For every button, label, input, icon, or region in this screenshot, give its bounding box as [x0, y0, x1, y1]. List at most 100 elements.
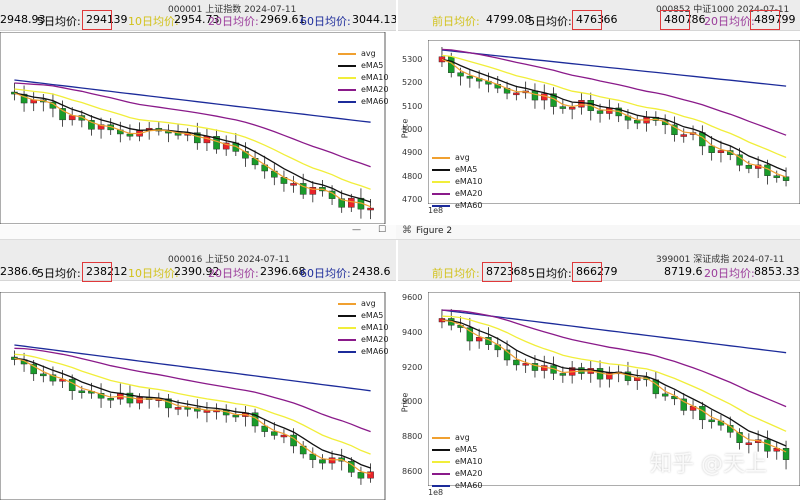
legend: avg eMA5 eMA10 eMA20 eMA60: [338, 298, 388, 358]
legend-label: avg: [455, 153, 470, 162]
candle: [596, 110, 604, 114]
index-code-title: 000016 上证50 2024-07-11: [168, 255, 290, 265]
legend-label: avg: [361, 49, 376, 58]
chart-window-top-right: 000852 中证1000 2024-07-11 前日均价: 4799.08 5…: [398, 0, 800, 224]
legend-entry: eMA20: [432, 188, 482, 200]
ma60-value: 3044.13: [352, 13, 396, 26]
legend-label: eMA20: [455, 189, 483, 198]
legend-label: avg: [455, 433, 470, 442]
legend-label: eMA10: [455, 457, 483, 466]
legend-swatch: [338, 89, 356, 91]
ema10-line: [441, 315, 787, 432]
legend-entry: avg: [432, 432, 482, 444]
candle: [773, 175, 780, 178]
legend-entry: eMA10: [432, 176, 482, 188]
candle: [466, 75, 474, 79]
info-header: 000001 上证指数 2024-07-11 2948.93 5日均价: 294…: [0, 0, 396, 31]
candle: [68, 379, 76, 391]
ma60-value: 2438.6: [352, 265, 391, 278]
ema5-line: [441, 319, 787, 447]
candle: [271, 431, 278, 436]
legend-swatch: [432, 473, 450, 475]
legend-swatch: [338, 77, 356, 79]
candle: [634, 120, 641, 124]
legend-swatch: [338, 351, 356, 353]
y-tick-label: 5200: [402, 78, 423, 88]
candle: [717, 150, 725, 153]
candle: [126, 133, 134, 137]
legend-swatch: [338, 327, 356, 329]
legend-swatch: [338, 53, 356, 55]
legend-label: eMA5: [361, 61, 384, 70]
ema60-line: [441, 309, 787, 354]
candle: [745, 442, 753, 445]
legend-label: eMA20: [455, 469, 483, 478]
ma10-value-boxed: 4807: [664, 13, 692, 26]
candle: [309, 453, 317, 460]
scale-label: 1e8: [428, 206, 444, 215]
legend-label: eMA20: [361, 335, 389, 344]
legend-entry: eMA60: [432, 480, 482, 492]
ma5-value-rest: .39: [110, 13, 128, 26]
candlestick-plot: [0, 32, 386, 224]
y-tick-label: 9400: [402, 327, 423, 337]
legend-swatch: [432, 193, 450, 195]
candle: [232, 414, 240, 418]
candle: [261, 425, 268, 432]
candle: [299, 183, 307, 195]
y-tick-label: 9200: [402, 362, 423, 372]
candle: [78, 390, 86, 393]
legend-swatch: [432, 157, 450, 159]
y-tick-label: 5100: [402, 101, 423, 111]
ma5-value-boxed: 4763: [576, 13, 604, 26]
minimize-button[interactable]: —: [352, 225, 361, 235]
legend-entry: eMA5: [338, 310, 388, 322]
candle: [328, 457, 336, 464]
candlestick-plot: [428, 292, 800, 486]
candle: [49, 374, 57, 382]
candle: [20, 93, 28, 104]
ema5-line: [441, 58, 787, 172]
ma20-label: 20日均价:: [704, 267, 755, 280]
ma20-value-rest: .99: [778, 13, 796, 26]
y-tick-label: 8600: [402, 467, 423, 476]
candle: [194, 132, 201, 144]
highlight-box: [572, 262, 602, 282]
ema20-line: [14, 82, 371, 168]
ema10-line: [14, 88, 371, 190]
y-tick-label: 9600: [402, 293, 423, 302]
ma5-value-boxed: 2382: [86, 265, 114, 278]
candle: [680, 134, 687, 137]
ma5-value-rest: .66: [600, 13, 618, 26]
y-tick-label: 5300: [402, 55, 423, 64]
legend-label: eMA5: [361, 311, 384, 320]
candle: [680, 398, 687, 411]
figure-title-bar: ⌘ Figure 2: [396, 225, 800, 240]
candle: [174, 407, 182, 410]
ema20-line: [14, 347, 371, 433]
candle: [522, 363, 529, 366]
legend-swatch: [338, 303, 356, 305]
candle: [88, 120, 95, 130]
highlight-box: [660, 10, 690, 30]
candle: [503, 349, 511, 361]
legend-entry: eMA20: [338, 84, 388, 96]
legend-label: eMA5: [455, 445, 478, 454]
y-tick-label: 4800: [402, 171, 423, 181]
candle: [367, 471, 374, 479]
legend-label: eMA5: [455, 165, 478, 174]
index-code-title: 000001 上证指数 2024-07-11: [168, 5, 297, 15]
legend-label: eMA60: [455, 201, 483, 210]
candle: [708, 145, 715, 153]
maximize-button[interactable]: ☐: [378, 225, 387, 235]
legend-label: eMA10: [455, 177, 483, 186]
candle: [107, 398, 114, 401]
legend-swatch: [432, 205, 450, 207]
legend-entry: eMA10: [338, 72, 388, 84]
chart-window-top-left: 000001 上证指数 2024-07-11 2948.93 5日均价: 294…: [0, 0, 396, 224]
candle: [513, 359, 520, 366]
candle: [699, 405, 706, 421]
index-code-title: 399001 深证成指 2024-07-11: [656, 255, 785, 265]
candle: [578, 100, 585, 108]
ema60-line: [14, 79, 371, 123]
